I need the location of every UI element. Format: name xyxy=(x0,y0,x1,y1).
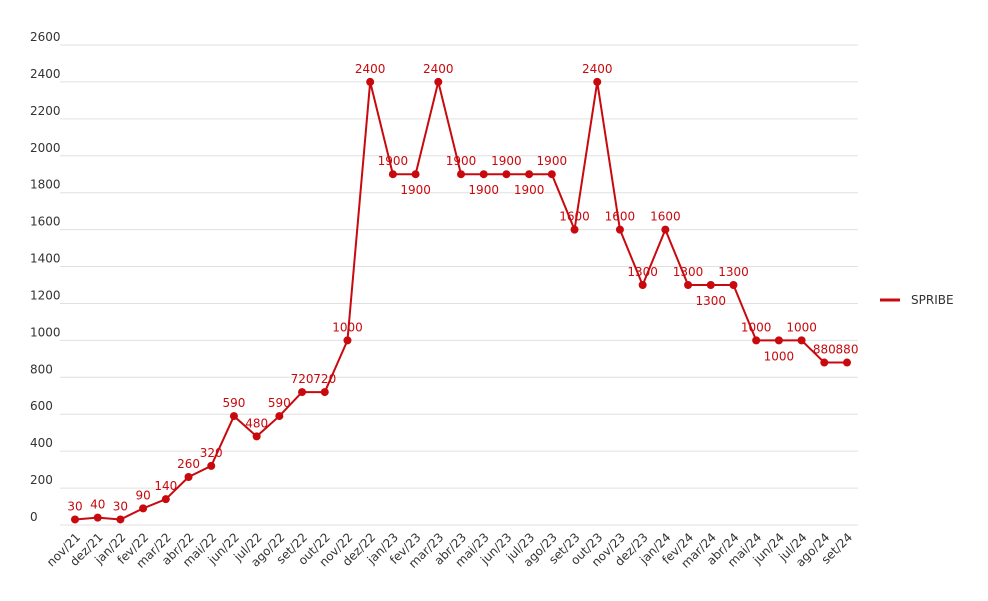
data-label: 1000 xyxy=(786,320,817,334)
data-label: 590 xyxy=(222,396,245,410)
marker xyxy=(774,336,783,345)
marker xyxy=(502,170,511,179)
marker xyxy=(434,77,443,86)
data-label: 1600 xyxy=(605,210,636,224)
marker xyxy=(298,388,307,397)
data-label: 90 xyxy=(135,488,150,502)
data-label: 40 xyxy=(90,498,105,512)
marker xyxy=(593,77,602,86)
marker xyxy=(207,461,216,470)
data-label: 1900 xyxy=(514,183,545,197)
marker xyxy=(411,170,420,179)
data-label: 480 xyxy=(245,416,268,430)
data-label: 1000 xyxy=(332,320,363,334)
data-label: 2400 xyxy=(355,62,386,76)
y-tick-label: 1200 xyxy=(30,288,61,302)
marker xyxy=(161,495,170,504)
data-label: 2400 xyxy=(582,62,613,76)
data-label: 1300 xyxy=(673,265,704,279)
data-label: 1000 xyxy=(741,320,772,334)
y-tick-label: 1800 xyxy=(30,178,61,192)
marker xyxy=(275,412,284,421)
y-tick-label: 1400 xyxy=(30,252,61,266)
legend-label: SPRIBE xyxy=(911,293,954,307)
y-tick-label: 200 xyxy=(30,473,53,487)
marker xyxy=(184,473,193,481)
data-label: 2400 xyxy=(423,62,454,76)
data-label: 880 xyxy=(836,343,859,357)
y-tick-label: 2000 xyxy=(30,141,61,155)
marker xyxy=(820,358,829,367)
y-tick-label: 1000 xyxy=(30,325,61,339)
marker xyxy=(229,412,238,421)
marker xyxy=(139,504,148,513)
marker xyxy=(388,170,397,179)
marker xyxy=(706,281,715,289)
y-tick-label: 1600 xyxy=(30,215,61,229)
data-label: 30 xyxy=(113,499,128,513)
marker xyxy=(684,281,693,289)
marker xyxy=(457,170,465,179)
data-label: 320 xyxy=(200,446,223,460)
data-label: 1900 xyxy=(537,154,568,168)
data-label: 30 xyxy=(67,499,82,513)
y-tick-label: 2200 xyxy=(30,104,61,118)
marker xyxy=(638,281,647,289)
marker xyxy=(252,432,261,441)
line xyxy=(74,81,847,521)
data-label: 880 xyxy=(813,343,836,357)
marker xyxy=(343,336,352,345)
data-label: 140 xyxy=(154,479,177,493)
y-tick-label: 2400 xyxy=(30,67,61,81)
data-label: 720 xyxy=(291,372,314,386)
marker xyxy=(479,170,488,179)
marker xyxy=(547,170,556,179)
marker xyxy=(116,515,125,524)
data-label: 1300 xyxy=(695,294,726,308)
marker xyxy=(525,170,534,179)
y-tick-label: 2600 xyxy=(30,30,61,44)
marker xyxy=(71,515,79,524)
marker xyxy=(570,225,579,234)
data-label: 1900 xyxy=(446,154,477,168)
marker xyxy=(797,336,806,345)
marker xyxy=(93,513,102,522)
marker xyxy=(615,225,624,234)
marker xyxy=(661,225,670,234)
y-tick-label: 600 xyxy=(30,399,53,413)
data-label: 1900 xyxy=(400,183,431,197)
data-label: 1900 xyxy=(491,154,522,168)
marker xyxy=(752,336,761,345)
marker xyxy=(843,358,851,367)
data-label: 1000 xyxy=(764,349,795,363)
data-label: 1600 xyxy=(559,210,590,224)
data-label: 1300 xyxy=(627,265,658,279)
data-label: 1900 xyxy=(468,183,499,197)
data-label: 590 xyxy=(268,396,291,410)
data-label: 1300 xyxy=(718,265,749,279)
y-tick-label: 0 xyxy=(30,510,38,524)
y-tick-label: 800 xyxy=(30,362,53,376)
data-label: 1600 xyxy=(650,210,681,224)
data-label: 1900 xyxy=(378,154,409,168)
data-label: 720 xyxy=(313,372,336,386)
marker xyxy=(729,281,738,289)
marker xyxy=(366,77,375,86)
marker xyxy=(320,388,329,397)
y-tick-label: 400 xyxy=(30,436,53,450)
data-label: 260 xyxy=(177,457,200,471)
